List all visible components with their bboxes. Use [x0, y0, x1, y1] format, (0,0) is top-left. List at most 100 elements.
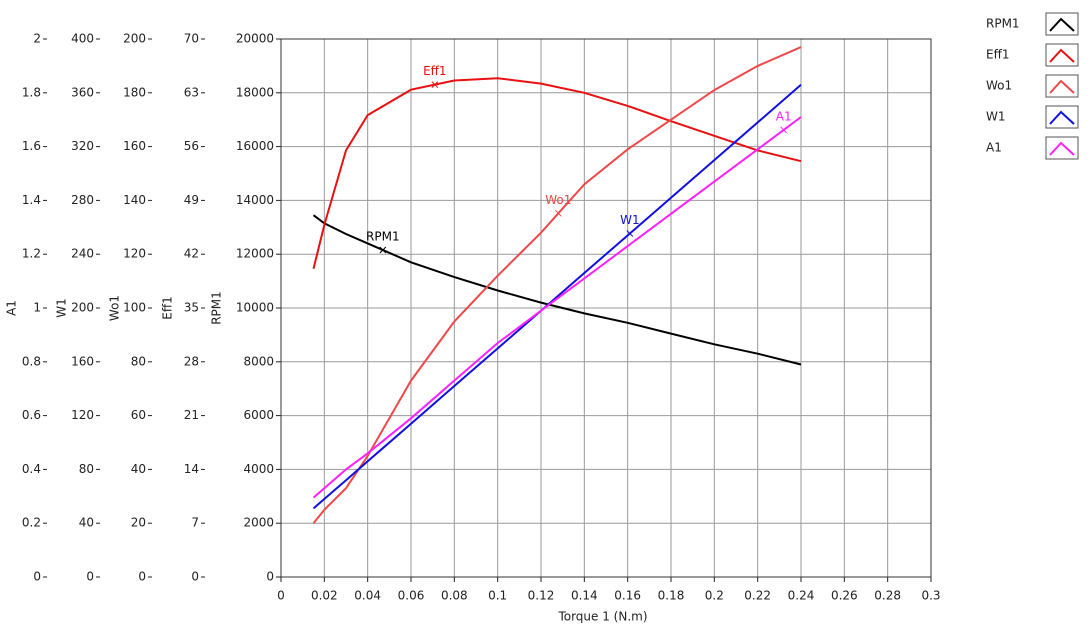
y-tick-label: 49	[184, 193, 199, 207]
y-tick-label: 6000	[243, 408, 274, 422]
y-tick-label: 2	[33, 32, 41, 46]
x-tick-label: 0.16	[614, 589, 641, 603]
y-tick-label: 70	[184, 32, 199, 46]
legend-swatch-box	[1045, 136, 1079, 160]
legend-swatch	[1049, 79, 1075, 94]
y-tick-label: 2000	[243, 516, 274, 530]
legend-label: Wo1	[986, 79, 1012, 93]
y-tick-label: 14000	[236, 193, 274, 207]
y-tick-label: 0.8	[22, 354, 41, 368]
x-tick-label: 0.3	[921, 589, 940, 603]
y-tick-label: 0	[33, 570, 41, 584]
y-tick-label: 200	[123, 32, 146, 46]
y-tick-label: 360	[71, 85, 94, 99]
y-tick-label: 18000	[236, 85, 274, 99]
y-tick-label: 60	[131, 408, 146, 422]
legend-label: A1	[986, 141, 1002, 155]
cursor-mark	[431, 81, 439, 89]
cursor-mark	[780, 126, 788, 134]
series-line	[312, 116, 802, 499]
cursor-mark	[379, 246, 387, 254]
y-tick-label: 280	[71, 193, 94, 207]
legend-swatch	[1049, 141, 1075, 156]
y-tick-label: 120	[123, 247, 146, 261]
y-tick-label: 7	[191, 516, 199, 530]
legend-swatch-box	[1045, 43, 1079, 67]
x-tick-label: 0.04	[354, 589, 381, 603]
y-tick-label: 1.8	[22, 85, 41, 99]
series-line	[312, 46, 802, 524]
y-tick-label: 1.2	[22, 247, 41, 261]
legend-swatch-box	[1045, 12, 1079, 36]
y-tick-label: 0.2	[22, 516, 41, 530]
y-tick-label: 200	[71, 301, 94, 315]
y-axis-title: RPM1	[210, 291, 224, 325]
y-axis-title: A1	[5, 300, 19, 316]
series-line	[312, 77, 802, 270]
y-tick-label: 320	[71, 139, 94, 153]
y-tick-label: 16000	[236, 139, 274, 153]
legend-label: Eff1	[986, 48, 1009, 62]
x-tick-label: 0.2	[705, 589, 724, 603]
y-tick-label: 20000	[236, 32, 274, 46]
x-tick-label: 0.12	[528, 589, 555, 603]
y-tick-label: 0	[266, 570, 274, 584]
y-tick-label: 40	[79, 516, 94, 530]
y-tick-label: 14	[184, 462, 199, 476]
x-tick-label: 0.14	[571, 589, 598, 603]
y-tick-label: 160	[123, 139, 146, 153]
plot-border	[280, 38, 932, 578]
y-tick-label: 160	[71, 354, 94, 368]
y-tick-label: 35	[184, 301, 199, 315]
x-tick-label: 0.18	[658, 589, 685, 603]
y-tick-label: 20	[131, 516, 146, 530]
y-tick-label: 1.4	[22, 193, 41, 207]
legend-label: RPM1	[986, 17, 1020, 31]
y-tick-label: 0	[191, 570, 199, 584]
y-tick-label: 100	[123, 301, 146, 315]
y-tick-label: 1	[33, 301, 41, 315]
y-tick-label: 400	[71, 32, 94, 46]
y-tick-label: 240	[71, 247, 94, 261]
y-tick-label: 0.4	[22, 462, 41, 476]
y-tick-label: 28	[184, 354, 199, 368]
legend-swatch	[1049, 110, 1075, 125]
y-tick-label: 180	[123, 85, 146, 99]
series-line	[312, 83, 802, 510]
y-tick-label: 12000	[236, 247, 274, 261]
cursor-label: Eff1	[423, 64, 446, 78]
y-tick-label: 1.6	[22, 139, 41, 153]
x-tick-label: 0.26	[831, 589, 858, 603]
legend-swatch	[1049, 48, 1075, 63]
y-axis-title: Eff1	[161, 296, 175, 319]
legend-label: W1	[986, 110, 1006, 124]
y-axis-title: W1	[55, 298, 69, 318]
y-tick-label: 120	[71, 408, 94, 422]
y-tick-label: 80	[131, 354, 146, 368]
y-tick-label: 40	[131, 462, 146, 476]
x-tick-label: 0.08	[441, 589, 468, 603]
y-tick-label: 0	[86, 570, 94, 584]
y-tick-label: 10000	[236, 301, 274, 315]
cursor-mark	[626, 230, 634, 237]
y-tick-label: 8000	[243, 354, 274, 368]
legend-swatch	[1049, 17, 1075, 32]
y-tick-label: 80	[79, 462, 94, 476]
y-tick-label: 140	[123, 193, 146, 207]
y-tick-label: 0	[138, 570, 146, 584]
y-tick-label: 4000	[243, 462, 274, 476]
x-tick-label: 0.02	[311, 589, 338, 603]
y-tick-label: 42	[184, 247, 199, 261]
y-tick-label: 56	[184, 139, 199, 153]
cursor-label: W1	[620, 213, 640, 227]
x-tick-label: 0	[277, 589, 285, 603]
x-tick-label: 0.06	[398, 589, 425, 603]
y-axis-title: Wo1	[108, 295, 122, 321]
x-tick-label: 0.1	[488, 589, 507, 603]
x-tick-label: 0.24	[788, 589, 815, 603]
y-tick-label: 21	[184, 408, 199, 422]
legend-swatch-box	[1045, 105, 1079, 129]
x-tick-label: 0.28	[874, 589, 901, 603]
cursor-mark	[554, 209, 562, 217]
